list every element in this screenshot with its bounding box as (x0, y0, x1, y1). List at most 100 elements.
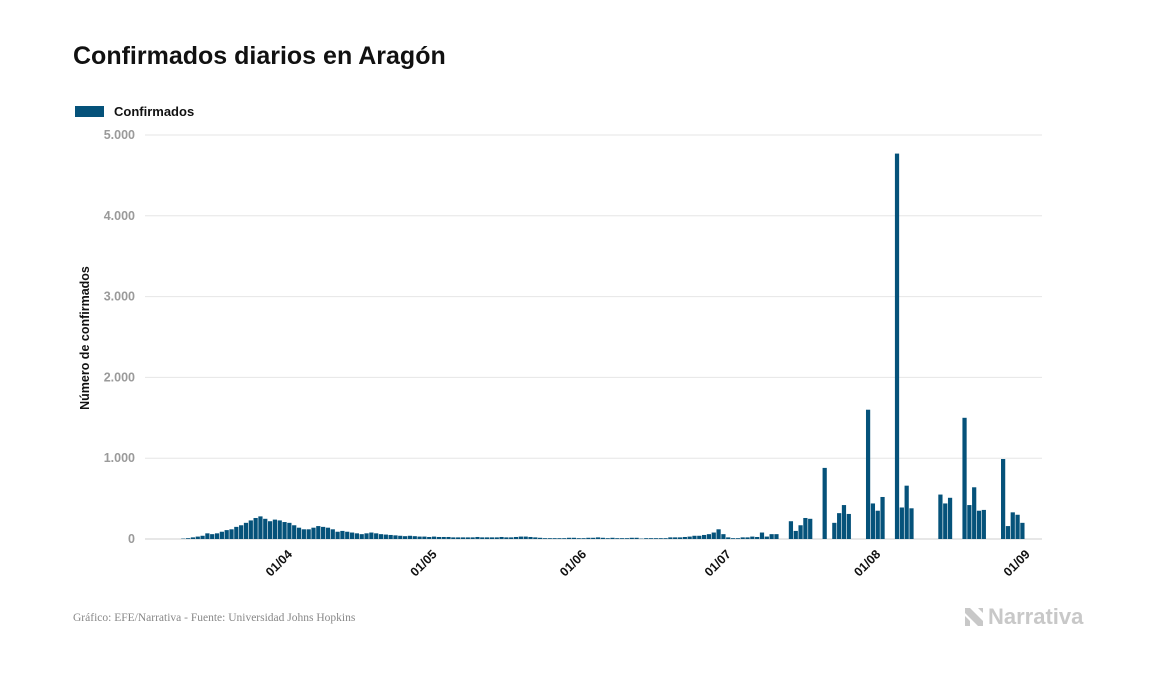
bar (547, 538, 552, 539)
bar (788, 521, 794, 539)
bar (653, 538, 658, 539)
bar (677, 537, 683, 539)
bar (947, 497, 953, 539)
bar (441, 536, 446, 539)
grid-lines (145, 134, 1042, 540)
bar (239, 525, 244, 539)
bar (750, 536, 755, 539)
bar (224, 530, 229, 539)
y-tick-label: 3.000 (104, 290, 135, 304)
bar (311, 527, 316, 539)
bar (682, 536, 687, 539)
x-tick-label: 01/07 (702, 547, 734, 579)
y-tick-label: 4.000 (104, 209, 135, 223)
bar (629, 537, 634, 539)
bar (899, 507, 904, 539)
bar (909, 508, 914, 539)
bar (904, 485, 909, 539)
bar (190, 537, 196, 539)
bar (258, 516, 263, 539)
bar (726, 537, 731, 539)
bar (407, 535, 413, 539)
bar (533, 537, 538, 539)
bar (272, 519, 278, 539)
bar (427, 536, 432, 539)
bar (697, 535, 702, 539)
bar (562, 538, 567, 539)
bar (388, 534, 393, 539)
x-tick-label: 01/09 (1001, 547, 1033, 579)
source-credit: Gráfico: EFE/Narrativa - Fuente: Univers… (73, 612, 356, 624)
bar (480, 537, 485, 539)
bar (764, 536, 769, 539)
bar (769, 534, 774, 539)
bar (200, 535, 205, 539)
bar (730, 538, 736, 539)
bar (808, 518, 813, 539)
bar (393, 535, 398, 539)
bar (523, 536, 528, 539)
bar (870, 503, 876, 539)
bar (446, 536, 451, 539)
x-tick-label: 01/04 (263, 547, 295, 579)
bar (287, 522, 292, 539)
bar (595, 537, 601, 539)
bar (648, 538, 654, 539)
bar (431, 536, 437, 539)
bar (538, 537, 543, 539)
bar (267, 521, 273, 539)
bar (967, 505, 972, 539)
bar (470, 537, 475, 539)
chart-title: Confirmados diarios en Aragón (73, 42, 446, 70)
bar (557, 538, 562, 539)
bar (962, 417, 967, 539)
bar (306, 529, 311, 539)
bar (566, 537, 572, 539)
legend: Confirmados (75, 104, 194, 119)
bar (1010, 512, 1015, 539)
bar (234, 526, 239, 539)
bars (181, 153, 1025, 539)
x-tick-label: 01/06 (557, 547, 589, 579)
bar (644, 538, 649, 539)
bar (755, 536, 760, 539)
bar (185, 538, 191, 539)
bar (634, 537, 639, 539)
bar (663, 538, 668, 539)
x-tick-label: 01/08 (851, 547, 883, 579)
bar (846, 513, 851, 539)
bar (518, 536, 523, 539)
brand-name: Narrativa (988, 604, 1084, 629)
bar (759, 532, 765, 539)
bar (513, 536, 519, 539)
bar (610, 537, 615, 539)
bar (981, 509, 986, 539)
bar (798, 525, 803, 539)
bar (706, 534, 712, 539)
bar (938, 494, 943, 539)
bar (1020, 522, 1025, 539)
bar (345, 531, 350, 539)
bar (364, 533, 369, 539)
bar (745, 537, 750, 539)
bar (484, 537, 490, 539)
bar (335, 531, 340, 539)
bar (417, 536, 422, 539)
legend-label: Confirmados (114, 104, 195, 119)
bar (841, 505, 847, 539)
y-tick-label: 5.000 (104, 128, 135, 142)
bar (475, 536, 480, 539)
bar (195, 536, 200, 539)
bar (716, 529, 721, 539)
bar (528, 536, 533, 539)
bar (210, 534, 215, 539)
bar (600, 537, 605, 539)
bar (205, 533, 210, 539)
bar (301, 529, 306, 539)
bar (976, 510, 982, 539)
bar (692, 535, 697, 539)
bar (972, 487, 977, 539)
bar (837, 513, 842, 539)
y-tick-label: 2.000 (104, 370, 135, 384)
